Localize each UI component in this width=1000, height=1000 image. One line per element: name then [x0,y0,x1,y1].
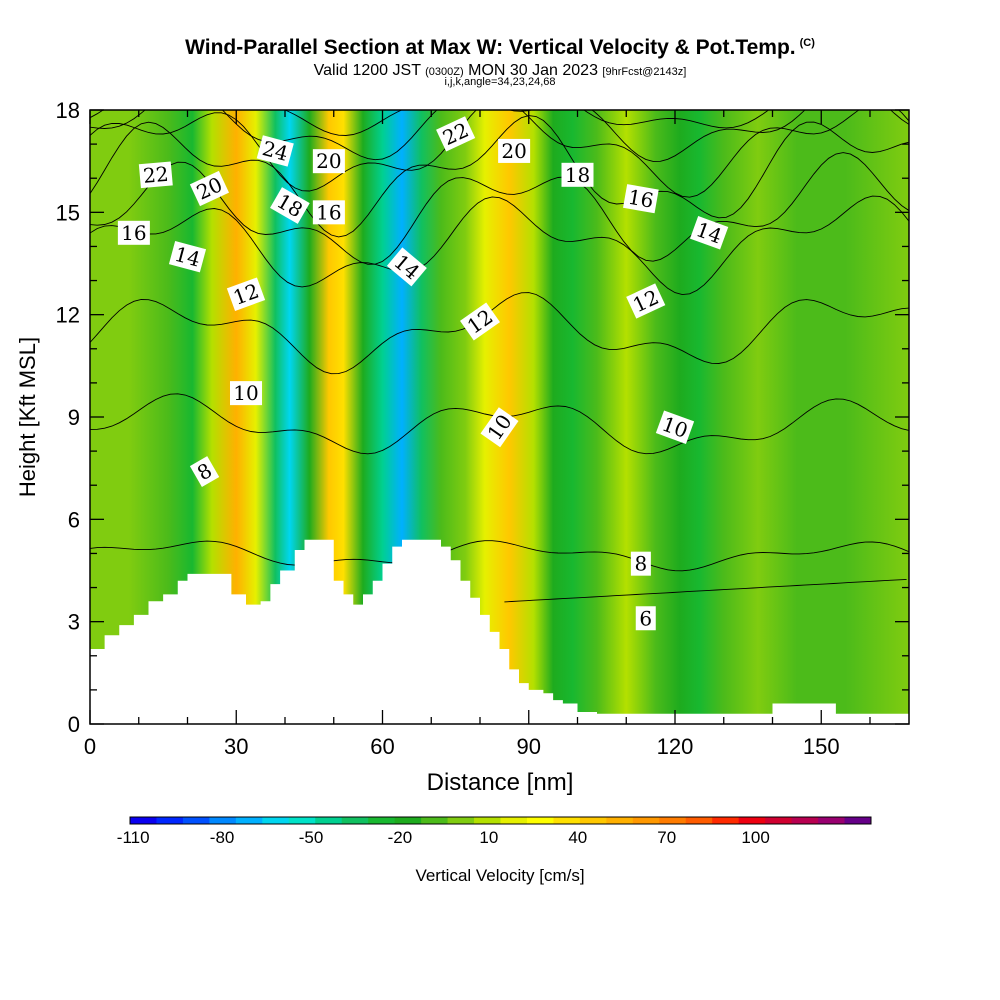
contour-label: 16 [312,200,345,225]
copyright-tag: (C) [799,37,815,49]
x-tick-label: 60 [370,734,394,759]
colorbar-tick-label: 70 [657,828,676,847]
contour-label: 8 [189,456,220,487]
colorbar-swatch [130,817,157,824]
y-tick-label: 3 [68,610,80,635]
contour-label: 18 [561,162,594,187]
colorbar-swatch [712,817,740,824]
colorbar-swatch [235,817,263,824]
theta-contour-line [90,292,909,375]
contour-label: 6 [635,606,656,631]
colorbar-swatch [262,817,290,824]
y-tick-label: 18 [56,98,80,123]
colorbar-swatch [526,817,554,824]
x-tick-label: 150 [803,734,840,759]
x-axis: 0 30 60 90 120 150 [84,110,871,759]
y-tick-label: 15 [56,200,80,225]
theta-contour-line [90,540,909,572]
colorbar-swatch [474,817,501,824]
contour-label-text: 8 [635,552,648,576]
colorbar-tick-label: -110 [117,828,150,847]
colorbar-swatch [818,817,846,824]
y-tick-label: 0 [68,712,80,737]
valid-time-text: Valid 1200 JST [313,62,421,79]
contour-label: 20 [312,149,345,174]
contour-label-text: 20 [501,139,526,163]
chart-title-text: Wind-Parallel Section at Max W: Vertical… [185,36,796,59]
colorbar-swatch [606,817,634,824]
contour-label: 14 [689,216,729,250]
colorbar-swatch [553,817,581,824]
valid-date-text: MON 30 Jan 2023 [468,62,598,79]
contour-label-text: 16 [121,221,146,245]
colorbar-swatch [738,817,766,824]
colorbar-swatch [765,817,793,824]
x-tick-label: 0 [84,734,96,759]
contour-label: 16 [623,184,659,214]
forecast-info-text: [9hrFcst@2143z] [602,66,687,78]
valid-time-line: Valid 1200 JST (0300Z) MON 30 Jan 2023 [… [0,62,1000,80]
y-tick-label: 6 [68,507,80,532]
theta-contour-line [90,115,909,238]
valid-zulu-text: (0300Z) [425,66,464,78]
contour-label-text: 16 [626,185,655,213]
colorbar-swatch [791,817,819,824]
y-tick-label: 12 [56,303,80,328]
colorbar-swatch [368,817,396,824]
x-axis-label: Distance [nm] [427,769,574,796]
terrain-mask [90,539,909,724]
contour-label: 8 [630,551,651,576]
colorbar-tick-label: -20 [388,828,413,847]
colorbar-tick-label: 10 [479,828,498,847]
contour-label-text: 22 [142,162,169,188]
contour-label: 22 [138,161,173,189]
colorbar-swatch [209,817,237,824]
y-axis: 0 3 6 9 12 15 18 [56,98,909,737]
colorbar-swatch [844,817,872,824]
contour-label-text: 18 [565,163,590,187]
colorbar-swatch [341,817,369,824]
colorbar-tick-label: 40 [568,828,587,847]
colorbar-swatch [500,817,528,824]
theta-contours [90,110,909,603]
contour-label: 20 [498,138,531,163]
colorbar-tick-label: -80 [210,828,235,847]
colorbar-swatch [685,817,713,824]
colorbar-tick-label: -50 [299,828,324,847]
contour-label-text: 20 [316,149,341,173]
x-tick-label: 120 [657,734,694,759]
contour-label: 16 [117,220,150,245]
colorbar-swatch [156,817,184,824]
section-indices-text: i,j,k,angle=34,23,24,68 [444,76,556,88]
contour-label-text: 10 [233,381,258,405]
theta-contour-line [90,110,909,162]
colorbar-tick-label: 100 [741,828,769,847]
theta-contour-line [504,578,907,603]
x-tick-label: 90 [517,734,541,759]
colorbar: -110 -80 -50 -20 10 40 70 100 [117,816,872,847]
colorbar-swatch [315,817,343,824]
contour-label-text: 16 [316,200,341,224]
colorbar-swatch [421,817,449,824]
theta-contour-line [90,195,909,296]
colorbar-swatch [288,817,316,824]
colorbar-swatch [659,817,687,824]
theta-contour-line [90,152,909,265]
colorbar-swatch [447,817,475,824]
y-axis-label: Height [Kft MSL] [15,337,40,497]
colorbar-swatch [579,817,607,824]
contour-label: 24 [256,135,294,167]
colorbar-swatch [182,817,210,824]
colorbar-swatch [394,817,422,824]
contour-label-text: 6 [639,606,652,630]
colorbar-label: Vertical Velocity [cm/s] [415,866,584,885]
chart-title: Wind-Parallel Section at Max W: Vertical… [0,36,1000,60]
contour-label: 14 [168,240,207,273]
colorbar-swatch [632,817,660,824]
y-tick-label: 9 [68,405,80,430]
contour-label: 10 [230,381,262,406]
x-tick-label: 30 [224,734,248,759]
